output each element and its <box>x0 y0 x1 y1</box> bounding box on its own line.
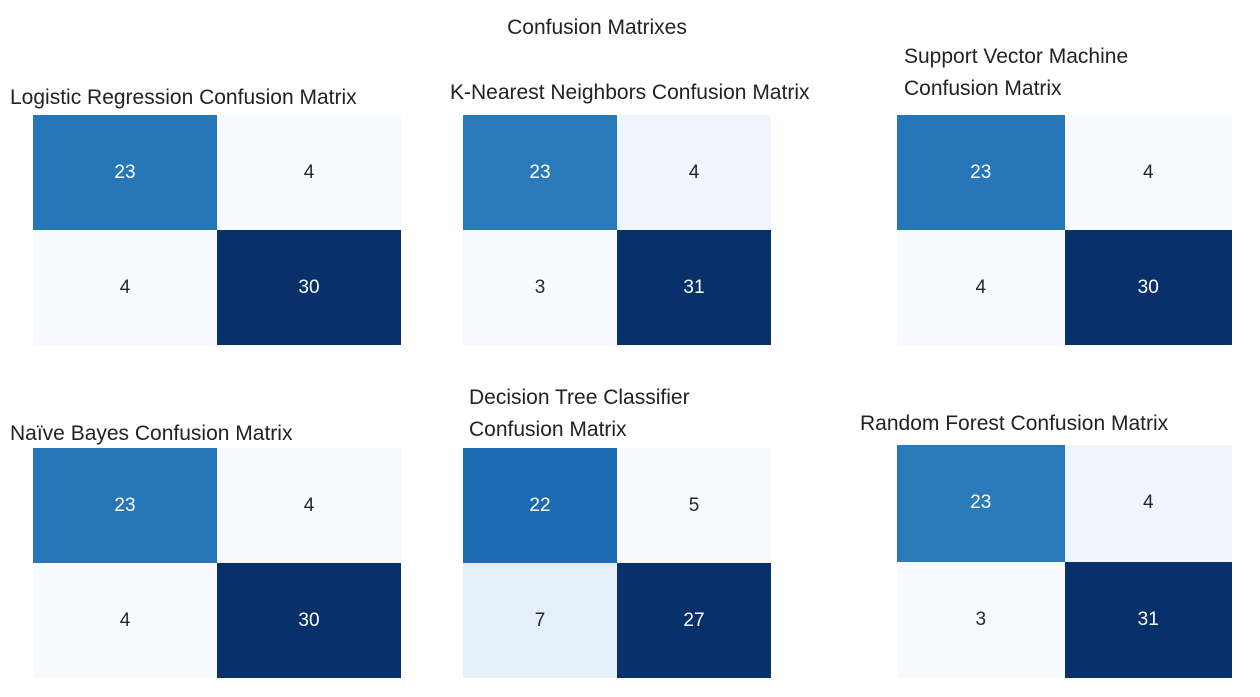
chart-title: Logistic Regression Confusion Matrix <box>10 86 357 109</box>
heatmap-cell: 23 <box>33 115 217 230</box>
heatmap-cell: 5 <box>617 448 771 563</box>
chart-title: K-Nearest Neighbors Confusion Matrix <box>450 81 810 104</box>
heatmap-cell: 30 <box>217 230 401 345</box>
chart-title: Support Vector Machine Confusion Matrix <box>904 45 1129 100</box>
heatmap-cell: 4 <box>217 115 401 230</box>
heatmap-cell: 4 <box>897 230 1065 345</box>
heatmap-cell: 30 <box>217 563 401 678</box>
heatmap-cell: 4 <box>1064 445 1232 562</box>
heatmap-cell: 4 <box>33 563 217 678</box>
heatmap-cell: 27 <box>617 563 771 678</box>
heatmap-cell: 3 <box>897 561 1065 678</box>
heatmap-cell: 7 <box>463 563 617 678</box>
chart-title: Decision Tree Classifier Confusion Matri… <box>469 386 690 441</box>
heatmap-cell: 4 <box>33 230 217 345</box>
heatmap-cell: 23 <box>463 115 617 230</box>
heatmap-cell: 30 <box>1064 230 1232 345</box>
chart-title: Random Forest Confusion Matrix <box>860 412 1169 435</box>
heatmap-cell: 23 <box>33 448 217 563</box>
heatmap-cell: 22 <box>463 448 617 563</box>
heatmap-cell: 4 <box>1064 115 1232 230</box>
heatmap-cell: 3 <box>463 230 617 345</box>
chart-title: Naïve Bayes Confusion Matrix <box>10 422 293 445</box>
heatmap-cell: 31 <box>1064 561 1232 678</box>
heatmap-cell: 23 <box>897 115 1065 230</box>
heatmap-cell: 31 <box>617 230 771 345</box>
heatmap-cell: 4 <box>617 115 771 230</box>
heatmap-cell: 23 <box>897 445 1065 562</box>
heatmap-cell: 4 <box>217 448 401 563</box>
figure-title: Confusion Matrixes <box>507 16 687 39</box>
